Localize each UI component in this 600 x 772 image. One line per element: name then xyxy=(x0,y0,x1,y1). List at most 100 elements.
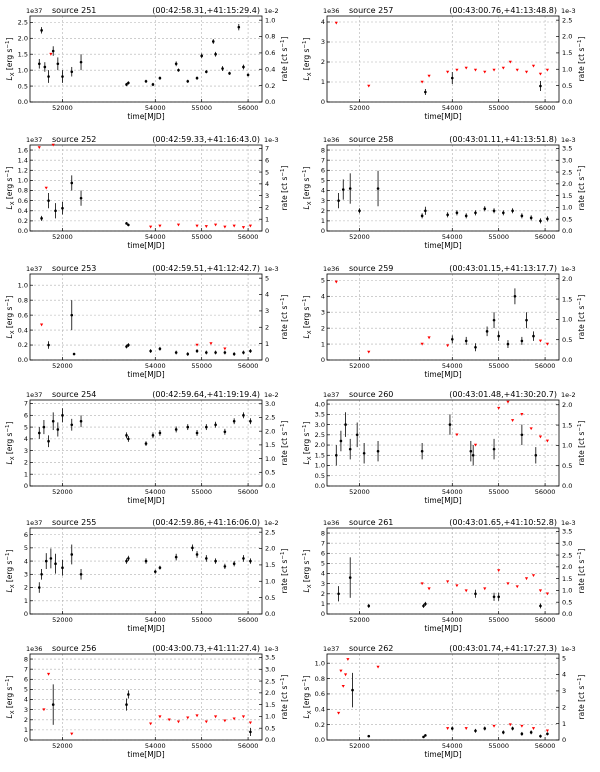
y2-axis-exponent: 1e-3 xyxy=(561,265,576,273)
detection-point xyxy=(186,352,190,356)
y2-tick-label: 5 xyxy=(265,274,269,282)
panel-source-257: source 257 (00:43:00.76,+41:13:48.8) 1e36 1… xyxy=(302,6,586,121)
detection-point xyxy=(195,76,199,80)
y2-axis-label: rate [ct s−1] xyxy=(577,294,586,339)
y2-tick-label: 1 xyxy=(562,720,566,728)
detection-point xyxy=(151,434,155,437)
y-tick-label: 0.5 xyxy=(315,472,325,480)
detection-point xyxy=(51,49,55,53)
y-tick-label: 0 xyxy=(321,356,325,364)
y-axis-label: LX [erg s−1] xyxy=(302,549,313,592)
upper-limit-marker xyxy=(195,714,199,718)
detection-point xyxy=(539,604,542,608)
detection-point xyxy=(249,419,252,423)
upper-limit-marker xyxy=(464,589,468,593)
upper-limit-marker xyxy=(531,64,536,68)
x-axis-label: time[MJD] xyxy=(424,624,461,633)
detection-point xyxy=(72,352,76,356)
y2-tick-label: 3.0 xyxy=(265,400,275,408)
detection-point xyxy=(539,734,542,738)
y-axis-label: LX [erg s−1] xyxy=(5,295,16,338)
detection-point xyxy=(249,730,252,734)
upper-limit-marker xyxy=(446,580,450,584)
upper-limit-marker xyxy=(508,60,512,64)
y-tick-label: 0.2 xyxy=(315,721,325,729)
detection-point xyxy=(70,423,74,427)
y-tick-label: 3.5 xyxy=(315,411,325,419)
detection-point xyxy=(214,559,217,563)
y2-tick-label: 1.0 xyxy=(265,455,275,463)
y2-tick-label: 0.5 xyxy=(562,598,572,606)
y-tick-label: 1 xyxy=(24,726,28,734)
y-tick-label: 6 xyxy=(24,675,28,683)
detection-point xyxy=(158,76,162,80)
y2-tick-label: 0.0 xyxy=(562,482,572,490)
detection-point xyxy=(127,81,130,85)
y2-tick-label: 1.5 xyxy=(265,701,275,709)
panel-source-253: source 253 (00:42:59.51,+41:12:42.7) 1e37 1… xyxy=(5,264,289,379)
detection-point xyxy=(223,351,227,354)
x-tick-label: 55000 xyxy=(488,742,509,750)
detection-point xyxy=(242,65,245,69)
detection-point xyxy=(464,214,468,218)
y2-axis-exponent: 1e-3 xyxy=(561,645,576,653)
panel-coordinates: (00:43:01.15,+41:13:17.7) xyxy=(449,264,557,273)
y-tick-label: 1.0 xyxy=(315,462,325,470)
detection-point xyxy=(158,566,162,569)
y-tick-label: 3 xyxy=(24,447,28,455)
detection-point xyxy=(492,318,496,322)
x-tick-label: 52000 xyxy=(52,488,73,496)
panel-coordinates: (00:42:59.64,+41:19:19.4) xyxy=(152,390,260,399)
y2-tick-label: 1.0 xyxy=(265,577,275,585)
panel-source-252: source 252 (00:42:59.33,+41:16:43.0) 1e37 1… xyxy=(5,135,289,250)
detection-point xyxy=(70,313,74,317)
detection-point xyxy=(506,342,510,346)
upper-limit-marker xyxy=(46,672,51,676)
detection-point xyxy=(532,334,535,338)
detection-point xyxy=(127,437,130,441)
y-tick-label: 0 xyxy=(321,98,325,106)
detection-point xyxy=(158,347,162,351)
upper-limit-marker xyxy=(446,727,450,730)
detection-point xyxy=(43,65,47,69)
x-axis-label: time[MJD] xyxy=(424,112,461,121)
y-axis-exponent: 1e36 xyxy=(323,519,339,527)
y-tick-label: 0.0 xyxy=(18,356,28,364)
upper-limit-marker xyxy=(241,715,246,719)
plot-frame xyxy=(29,653,263,741)
upper-limit-marker xyxy=(427,336,431,340)
detection-point xyxy=(355,433,359,437)
detection-point xyxy=(358,209,361,213)
detection-point xyxy=(54,209,57,213)
upper-limit-marker xyxy=(492,724,496,728)
x-tick-label: 54000 xyxy=(442,742,463,750)
y2-tick-label: 2.0 xyxy=(562,180,572,188)
detection-point xyxy=(61,206,64,210)
upper-limit-marker xyxy=(497,569,501,572)
upper-limit-marker xyxy=(501,66,505,70)
upper-limit-marker xyxy=(334,280,338,284)
y-tick-label: 0.2 xyxy=(18,217,28,225)
y2-axis-exponent: 1e-3 xyxy=(264,645,279,653)
y2-tick-label: 3.0 xyxy=(562,539,572,547)
y-axis-label: LX [erg s−1] xyxy=(5,37,16,80)
upper-limit-marker xyxy=(195,343,199,347)
detection-point xyxy=(149,349,152,353)
y2-tick-label: 0.4 xyxy=(265,65,275,73)
y-axis-label: LX [erg s−1] xyxy=(302,421,313,464)
upper-limit-marker xyxy=(508,723,512,727)
detection-point xyxy=(127,557,130,560)
upper-limit-marker xyxy=(420,342,424,346)
y-axis-exponent: 1e37 xyxy=(26,519,42,527)
y-axis-exponent: 1e36 xyxy=(323,136,339,144)
panel-title: source 257 xyxy=(349,6,393,15)
y-axis-exponent: 1e36 xyxy=(26,645,42,653)
y-axis-exponent: 1e37 xyxy=(323,391,339,399)
panel-coordinates: (00:42:59.33,+41:16:43.0) xyxy=(152,135,260,144)
y-tick-label: 5 xyxy=(321,177,325,185)
y-tick-label: 1.0 xyxy=(18,281,28,289)
panel-title: source 256 xyxy=(52,644,96,653)
y2-tick-label: 3.5 xyxy=(562,528,572,536)
detection-point xyxy=(70,553,74,556)
y-tick-label: 0 xyxy=(24,736,28,744)
